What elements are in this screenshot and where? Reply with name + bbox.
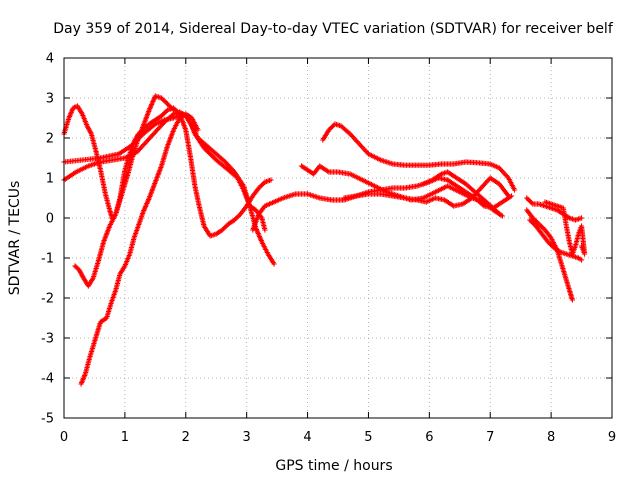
data-point <box>268 177 274 183</box>
data-point <box>163 100 169 106</box>
y-tick-label: -5 <box>41 412 54 427</box>
data-point <box>164 101 171 107</box>
data-point <box>527 199 534 205</box>
data-point <box>496 211 502 217</box>
grid <box>64 58 612 418</box>
series-arc-j <box>420 169 502 217</box>
data-point <box>161 97 167 103</box>
y-tick-label: -2 <box>41 292 54 307</box>
y-axis-label: SDTVAR / TECUs <box>7 181 23 296</box>
series-arc-f <box>250 175 515 233</box>
data-point <box>526 197 532 203</box>
x-tick-label: 9 <box>608 430 616 445</box>
data-point <box>524 195 530 201</box>
data-point <box>259 181 266 187</box>
x-tick-label: 8 <box>547 430 555 445</box>
series-arc-m <box>527 217 585 263</box>
series-arc-e <box>78 111 201 387</box>
data-point <box>223 223 229 229</box>
x-axis-label: GPS time / hours <box>275 458 392 474</box>
x-tick-label: 5 <box>364 430 372 445</box>
x-tick-label: 7 <box>486 430 494 445</box>
axis-ticks: 0 1 2 3 4 5 6 7 8 9 -5 -4 -3 -2 -1 0 1 2 3 4 <box>41 52 616 446</box>
data-point <box>578 215 585 221</box>
x-tick-label: 0 <box>60 430 68 445</box>
data-point <box>161 111 167 117</box>
series-arc-k <box>524 195 585 223</box>
data-point <box>234 215 240 221</box>
y-tick-label: 1 <box>46 172 54 187</box>
series-arc-a <box>61 103 274 239</box>
y-tick-label: -1 <box>41 252 54 267</box>
data-point <box>328 125 334 131</box>
y-tick-label: -4 <box>41 372 54 387</box>
data-point <box>162 99 168 105</box>
data-point <box>578 257 585 263</box>
series-arc-n <box>542 199 588 257</box>
data-point <box>539 225 546 231</box>
data-point <box>499 213 505 219</box>
data-point <box>578 243 585 249</box>
data-point <box>222 225 228 231</box>
plot-frame <box>63 57 613 419</box>
y-tick-label: -3 <box>41 332 54 347</box>
data-point <box>511 187 518 193</box>
data-point <box>258 183 264 189</box>
data-point <box>529 200 535 206</box>
chart-title: Day 359 of 2014, Sidereal Day-to-day VTE… <box>53 21 614 37</box>
data-point <box>162 109 168 115</box>
data-point <box>195 127 201 133</box>
y-tick-label: 3 <box>46 92 54 107</box>
data-point <box>171 107 177 113</box>
y-tick-label: 4 <box>46 52 54 67</box>
series-arc-h <box>320 121 518 193</box>
data-point <box>525 196 531 202</box>
x-tick-label: 3 <box>243 430 251 445</box>
series-arc-i <box>341 175 512 209</box>
data-point <box>262 227 268 233</box>
data-point <box>271 261 277 267</box>
x-tick-label: 4 <box>303 430 311 445</box>
data-point <box>505 193 512 199</box>
x-tick-label: 6 <box>425 430 433 445</box>
data-point <box>569 297 576 303</box>
series-arc-d <box>72 93 177 289</box>
x-tick-label: 2 <box>182 430 190 445</box>
data-series <box>61 93 588 387</box>
x-tick-label: 1 <box>121 430 129 445</box>
y-tick-label: 0 <box>46 212 54 227</box>
y-tick-label: 2 <box>46 132 54 147</box>
